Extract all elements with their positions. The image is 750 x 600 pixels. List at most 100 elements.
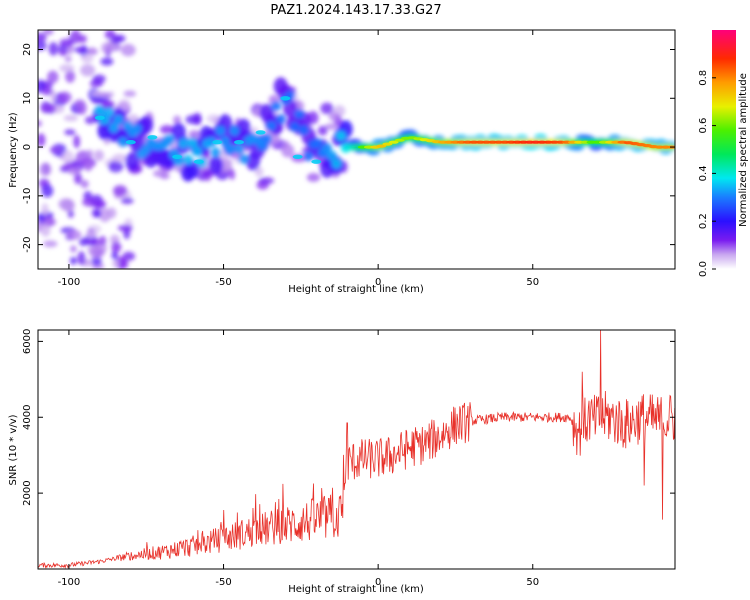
spectrogram-ridge-mid (192, 146, 203, 157)
colorbar-ticks: 0.0 0.2 0.4 0.6 0.8 (698, 70, 716, 277)
spectrogram-ridge-mid (234, 144, 244, 154)
spectrogram-speckle (110, 34, 121, 45)
spectrogram-speckle (58, 91, 72, 104)
spectrogram-speckle (79, 238, 89, 246)
spectrogram-speckle (70, 256, 77, 265)
spectrogram-frame (37, 29, 676, 270)
snr-x-axis-label: Height of straight line (km) (288, 584, 424, 595)
spectrogram-ridge-mid (238, 154, 249, 164)
spectrogram-ridge-mid (210, 147, 221, 158)
spectrogram-ridge-halo (185, 160, 200, 179)
spectrogram-ridge-mid (113, 114, 124, 125)
spectrogram-speckle (91, 256, 102, 266)
snr-x-ticks: -100 -50 0 50 (58, 330, 539, 588)
y-tick-label: 4000 (22, 405, 33, 430)
spectrogram-speckle (63, 114, 79, 122)
spectrogram-speckle (112, 153, 128, 163)
spectrogram-speckle (73, 46, 86, 53)
spectrogram-ridge-mid (118, 137, 128, 148)
y-tick-label: -20 (22, 236, 33, 252)
spectrogram-speckle (38, 120, 42, 127)
spectrogram-speckle (40, 103, 57, 113)
spectrogram-ridge-mid (220, 136, 231, 147)
spectrogram-speckle (317, 125, 328, 136)
snr-y-ticks: 2000 4000 6000 (22, 329, 675, 506)
spectrogram-speckle (66, 229, 82, 240)
spectrogram-cluster-peak (212, 140, 223, 145)
spectrogram-speckle (48, 42, 59, 56)
spectrogram-speckle (159, 125, 175, 134)
spectrogram-speckle (328, 111, 340, 121)
colorbar-tick-label: 0.8 (698, 70, 709, 86)
spectrogram-ridge-core (94, 96, 675, 164)
spectrogram-speckle (70, 245, 77, 253)
y-tick-label: 2000 (22, 480, 33, 505)
spectrogram-speckle (74, 99, 85, 107)
spectrogram-speckle (258, 177, 275, 185)
spectrogram-speckle (173, 115, 182, 125)
spectrogram-speckle (67, 166, 81, 175)
spectrogram-cluster-peak (172, 154, 183, 159)
spectrogram-ridge-peak (376, 144, 387, 148)
spectrogram-speckle (41, 203, 49, 216)
spectrogram-cluster-peak (193, 159, 204, 164)
spectrogram-speckle (49, 146, 63, 154)
x-tick-label: -100 (58, 577, 81, 588)
spectrogram-speckle (59, 38, 73, 48)
spectrogram-speckle (281, 143, 295, 158)
spectrogram-speckle (81, 53, 94, 64)
spectrogram-ridge-mid (141, 144, 152, 155)
spectrogram-ridge-mid (215, 125, 226, 136)
x-tick-label: 50 (526, 577, 539, 588)
spectrogram-speckle (320, 102, 334, 115)
spectrogram-speckle (73, 135, 81, 149)
spectrogram-speckle (38, 133, 46, 147)
spectrogram-cluster-peak (234, 140, 244, 145)
spectrogram-speckle (106, 207, 117, 219)
spectrogram-cluster-peak (147, 135, 158, 140)
spectrogram-speckle (101, 42, 115, 54)
spectrogram-ridge-mid (266, 120, 277, 131)
colorbar-tick-label: 0.4 (698, 165, 709, 181)
spectrogram-speckle (64, 161, 71, 170)
spectrogram-speckle (123, 90, 137, 97)
spectrogram-heatmap (38, 30, 675, 269)
x-tick-label: 0 (375, 277, 381, 288)
spectrogram-ridge-mid (224, 144, 235, 155)
spectrogram-ridge-mid (312, 138, 323, 149)
spectrogram-speckle (122, 251, 136, 261)
spectrogram-ridge-halo (130, 134, 144, 153)
y-tick-label: 6000 (22, 329, 33, 354)
spectrogram-speckle (100, 57, 114, 66)
spectrogram-ridge-mid (298, 124, 309, 135)
snr-y-axis-label: SNR (10 * v/v) (8, 414, 19, 485)
spectrogram-speckle (85, 231, 98, 238)
spectrogram-speckle (99, 92, 113, 99)
spectrogram-cluster-peak (292, 154, 303, 159)
spectrogram-speckle (93, 149, 104, 162)
spectrogram-cluster-peak (280, 96, 291, 101)
spectrogram-speckle (84, 116, 96, 125)
spectrogram-y-ticks: -20 -10 0 10 20 (22, 43, 675, 253)
y-tick-label: 10 (22, 92, 33, 105)
spectrogram-ridge-mid (261, 133, 272, 144)
spectrogram-x-ticks: -100 -50 0 50 (58, 30, 539, 288)
y-tick-label: -10 (22, 188, 33, 204)
spectrogram-speckle (80, 64, 96, 77)
spectrogram-speckle (111, 250, 119, 261)
x-tick-label: -50 (215, 277, 231, 288)
spectrogram-speckle (120, 197, 134, 205)
spectrogram-speckle (111, 241, 122, 253)
snr-frame (37, 329, 676, 570)
spectrogram-ridge-halo (139, 115, 154, 134)
spectrogram-x-axis-label: Height of straight line (km) (288, 284, 424, 295)
spectrogram-speckle (254, 166, 264, 177)
spectrogram-speckle (113, 185, 128, 196)
spectrogram-cluster-peak (94, 115, 105, 121)
y-tick-label: 0 (22, 144, 33, 150)
spectrogram-speckle (59, 64, 75, 73)
spectrogram-speckle (120, 43, 136, 57)
spectrogram-ridge-mid (187, 138, 198, 148)
spectrogram-speckle (94, 211, 101, 218)
spectrogram-ridge-mid (94, 106, 105, 116)
